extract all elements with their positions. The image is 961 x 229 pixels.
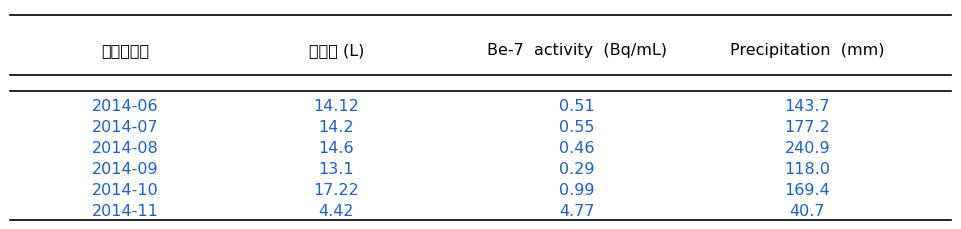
Text: 2014-10: 2014-10 bbox=[91, 182, 159, 197]
Text: 시료채취일: 시료채취일 bbox=[101, 43, 149, 58]
Text: 2014-06: 2014-06 bbox=[91, 99, 159, 114]
Text: 0.51: 0.51 bbox=[558, 99, 595, 114]
Text: 169.4: 169.4 bbox=[784, 182, 830, 197]
Text: 4.77: 4.77 bbox=[559, 203, 594, 218]
Text: 13.1: 13.1 bbox=[318, 161, 355, 177]
Text: 17.22: 17.22 bbox=[313, 182, 359, 197]
Text: 14.2: 14.2 bbox=[318, 120, 355, 135]
Text: 14.6: 14.6 bbox=[318, 141, 355, 156]
Text: Precipitation  (mm): Precipitation (mm) bbox=[730, 43, 884, 58]
Text: 0.99: 0.99 bbox=[559, 182, 594, 197]
Text: 143.7: 143.7 bbox=[784, 99, 830, 114]
Text: 177.2: 177.2 bbox=[784, 120, 830, 135]
Text: 2014-08: 2014-08 bbox=[91, 141, 159, 156]
Text: 0.55: 0.55 bbox=[559, 120, 594, 135]
Text: 2014-11: 2014-11 bbox=[91, 203, 159, 218]
Text: 시료량 (L): 시료량 (L) bbox=[308, 43, 364, 58]
Text: 14.12: 14.12 bbox=[313, 99, 359, 114]
Text: 2014-09: 2014-09 bbox=[91, 161, 159, 177]
Text: 118.0: 118.0 bbox=[784, 161, 830, 177]
Text: Be-7  activity  (Bq/mL): Be-7 activity (Bq/mL) bbox=[486, 43, 667, 58]
Text: 0.29: 0.29 bbox=[559, 161, 594, 177]
Text: 4.42: 4.42 bbox=[319, 203, 354, 218]
Text: 240.9: 240.9 bbox=[784, 141, 830, 156]
Text: 2014-07: 2014-07 bbox=[91, 120, 159, 135]
Text: 0.46: 0.46 bbox=[559, 141, 594, 156]
Text: 40.7: 40.7 bbox=[790, 203, 825, 218]
